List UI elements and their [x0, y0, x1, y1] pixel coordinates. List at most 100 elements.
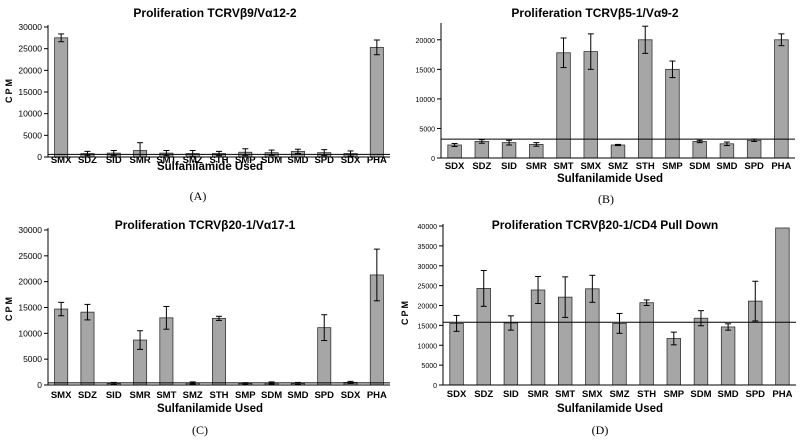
y-tick-label: 20000	[18, 277, 42, 287]
category-label: STH	[210, 390, 229, 401]
category-label: STH	[636, 161, 655, 172]
y-tick-label: 20000	[18, 65, 42, 75]
y-tick-label: 0	[431, 156, 435, 163]
bar	[503, 322, 519, 386]
y-axis-label: CPM	[4, 77, 14, 103]
bar	[775, 227, 790, 386]
plot-area: 0 5000 10000 15000 20000 25000 30000 35000 40000…	[418, 224, 796, 400]
category-label: SDZ	[78, 390, 97, 401]
bar	[54, 308, 69, 386]
category-label: SMT	[555, 389, 575, 400]
y-tick-label: 20000	[418, 304, 438, 311]
category-label: SID	[503, 389, 519, 400]
chart-title: Proliferation TCRVβ20-1/CD4 Pull Down	[492, 218, 718, 232]
chart-d: Proliferation TCRVβ20-1/CD4 Pull Down 0 5…	[400, 218, 796, 415]
panel-label-c: (C)	[192, 423, 208, 437]
category-label: SDM	[689, 161, 710, 172]
category-label: SMZ	[609, 389, 629, 400]
category-label: SDX	[341, 155, 361, 166]
x-axis-label: Sulfanilamide Used	[157, 161, 263, 173]
chart-a: Proliferation TCRVβ9/Vα12-2 0 5000 10000 15…	[4, 6, 390, 173]
chart-title: Proliferation TCRVβ5-1/Vα9-2	[511, 6, 679, 20]
bar	[449, 322, 464, 386]
category-label: SPD	[314, 390, 334, 401]
bar	[610, 144, 626, 159]
y-tick-label: 15000	[416, 67, 436, 74]
category-label: SMZ	[183, 390, 203, 401]
category-label: PHA	[367, 390, 387, 401]
category-label: PHA	[367, 155, 387, 166]
bar	[369, 46, 384, 158]
y-tick-label: 10000	[18, 328, 42, 338]
y-tick-label: 0	[433, 383, 437, 390]
y-tick-label: 10000	[418, 343, 438, 350]
bar	[720, 326, 736, 386]
y-tick-label: 40000	[418, 224, 438, 231]
bar	[746, 139, 762, 159]
chart-b: Proliferation TCRVβ5-1/Vα9-2 0 5000 10000 1…	[416, 6, 795, 185]
category-label: SMP	[235, 155, 256, 166]
category-label: SMR	[527, 389, 548, 400]
category-label: SMD	[718, 389, 739, 400]
category-label: SMT	[554, 161, 574, 172]
y-tick-label: 15000	[18, 87, 42, 97]
bar	[530, 289, 546, 386]
panel-label-d: (D)	[591, 423, 609, 437]
category-label: SDZ	[472, 161, 491, 172]
y-tick-label: 10000	[416, 97, 436, 104]
x-axis-label: Sulfanilamide Used	[557, 403, 663, 415]
category-label: SDZ	[78, 155, 97, 166]
bar	[556, 52, 571, 159]
category-label: SDM	[261, 390, 282, 401]
y-tick-label: 30000	[418, 264, 438, 271]
category-label: SMD	[287, 390, 308, 401]
bar	[212, 317, 226, 386]
chart-title: Proliferation TCRVβ20-1/Vα17-1	[115, 218, 296, 232]
category-label: SMX	[582, 389, 603, 400]
category-label: SDX	[341, 390, 361, 401]
bar	[665, 68, 680, 159]
y-tick-label: 5000	[419, 126, 435, 133]
category-label: SMD	[287, 155, 308, 166]
category-label: SMX	[580, 161, 601, 172]
y-tick-label: 5000	[421, 363, 437, 370]
y-tick-label: 10000	[18, 109, 42, 119]
category-label: SID	[501, 161, 517, 172]
panel-label-a: (A)	[189, 189, 207, 203]
chart-title: Proliferation TCRVβ9/Vα12-2	[133, 6, 297, 20]
y-axis-label: CPM	[4, 295, 14, 321]
y-tick-label: 5000	[23, 130, 42, 140]
bar	[639, 302, 654, 386]
category-label: SDM	[261, 155, 282, 166]
chart-c: Proliferation TCRVβ20-1/Vα17-1 0 5000 1000…	[4, 218, 390, 415]
bar	[693, 317, 709, 386]
bar	[474, 141, 490, 159]
category-label: SDM	[690, 389, 711, 400]
category-label: SMX	[51, 155, 72, 166]
category-label: SDZ	[474, 389, 493, 400]
category-label: SMZ	[183, 155, 203, 166]
x-axis-label: Sulfanilamide Used	[557, 173, 663, 185]
plot-area: 0 5000 10000 15000 20000 25000 30000 SMX SDZ SID S…	[18, 225, 390, 401]
bar	[80, 311, 95, 386]
category-label: SMP	[662, 161, 683, 172]
bar	[666, 338, 681, 386]
category-label: STH	[637, 389, 656, 400]
category-label: SMR	[130, 155, 151, 166]
category-label: SDX	[447, 389, 467, 400]
y-tick-label: 30000	[18, 22, 42, 32]
y-tick-label: 5000	[23, 354, 42, 364]
category-label: SMD	[716, 161, 737, 172]
category-label: SMX	[51, 390, 72, 401]
category-label: SID	[106, 390, 122, 401]
category-label: SMR	[130, 390, 151, 401]
y-tick-label: 35000	[418, 244, 438, 251]
category-label: PHA	[772, 389, 792, 400]
bar	[692, 141, 707, 159]
y-tick-label: 15000	[418, 323, 438, 330]
y-tick-label: 15000	[18, 303, 42, 313]
bar	[638, 39, 653, 159]
plot-area: 0 5000 10000 15000 20000 25000 30000 SMX SDZ SID S…	[18, 22, 390, 166]
category-label: PHA	[771, 161, 791, 172]
x-axis-label: Sulfanilamide Used	[157, 403, 263, 415]
